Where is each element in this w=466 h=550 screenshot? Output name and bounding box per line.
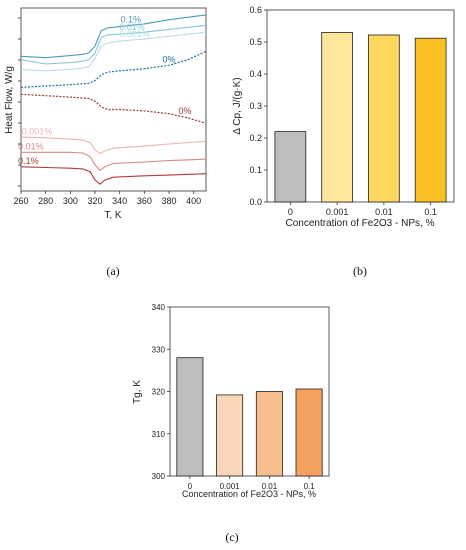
series-label: 0% xyxy=(162,54,175,64)
y-tick-label: 0.4 xyxy=(249,69,262,79)
x-tick-label: 300 xyxy=(63,196,78,206)
y-axis-label: Δ Cp, J/(g·K) xyxy=(232,77,243,134)
series-line xyxy=(20,24,207,65)
x-tick-label: 320 xyxy=(87,196,102,206)
bar xyxy=(321,32,354,203)
x-tick-label: 0 xyxy=(288,207,293,217)
panel-b-delta-cp-chart: 0.0 0.1 0.2 0.3 0.4 0.5 0.6 0 0.001 0.01 0.1 Conc… xyxy=(232,5,455,278)
x-tick-label: 280 xyxy=(38,196,53,206)
series-line xyxy=(20,14,207,59)
bars xyxy=(176,357,323,477)
bar xyxy=(295,388,323,477)
y-tick-label: 300 xyxy=(152,472,166,481)
x-tick-label: 360 xyxy=(137,196,152,206)
panel-label: (c) xyxy=(225,530,238,544)
x-tick-label: 0.001 xyxy=(220,482,241,491)
x-tick-label: 0.01 xyxy=(375,207,393,217)
plot-frame xyxy=(20,7,207,192)
x-tick-labels: 260 280 300 320 340 360 380 400 xyxy=(13,191,201,206)
x-tick-labels: 0 0.001 0.01 0.1 xyxy=(188,476,316,491)
panel-label: (b) xyxy=(353,264,367,278)
x-axis-label: Concentration of Fe2O3 - NPs, % xyxy=(286,218,435,229)
x-tick-label: 0.1 xyxy=(304,482,316,491)
y-tick-label: 310 xyxy=(152,430,166,439)
bar xyxy=(367,34,400,203)
bar xyxy=(216,394,244,477)
y-tick-label: 0.3 xyxy=(249,101,262,111)
x-tick-labels: 0 0.001 0.01 0.1 xyxy=(288,202,437,217)
bar xyxy=(176,357,204,477)
series-label: 0.001% xyxy=(119,29,150,39)
bars xyxy=(274,32,447,203)
panel-c-tg-chart: 300 310 320 330 340 0 0.001 0.01 0.1 Concentrat… xyxy=(132,303,330,544)
series-line xyxy=(20,31,207,72)
y-tick-marks xyxy=(18,17,21,187)
x-tick-label: 380 xyxy=(161,196,176,206)
y-tick-label: 0.1 xyxy=(249,165,262,175)
y-tick-label: 340 xyxy=(152,303,166,312)
y-tick-labels: 0.0 0.1 0.2 0.3 0.4 0.5 0.6 xyxy=(249,5,267,207)
series-line xyxy=(20,50,207,88)
x-tick-label: 0.001 xyxy=(326,207,349,217)
series-line xyxy=(20,136,207,155)
y-tick-label: 0.5 xyxy=(249,37,262,47)
x-tick-label: 0.1 xyxy=(424,207,437,217)
y-tick-label: 0.6 xyxy=(249,5,262,15)
x-tick-label: 0 xyxy=(188,482,193,491)
bar xyxy=(414,37,447,203)
y-tick-label: 320 xyxy=(152,388,166,397)
bar xyxy=(274,131,307,203)
series-label: 0% xyxy=(178,106,191,116)
series-label: 0.01% xyxy=(18,141,44,151)
series-line xyxy=(20,93,207,124)
x-axis-label: T, K xyxy=(104,210,122,221)
y-axis-label: Tg, K xyxy=(132,380,143,404)
x-tick-label: 260 xyxy=(13,196,28,206)
y-tick-label: 0.0 xyxy=(249,197,262,207)
series-label: 0.1% xyxy=(121,14,142,24)
series-label: 0.01% xyxy=(119,22,145,32)
y-tick-label: 330 xyxy=(152,345,166,354)
series-lines: 0.1%0.01%0.001%0%0%0.001%0.01%0.1% xyxy=(18,14,207,185)
x-tick-label: 400 xyxy=(186,196,201,206)
y-tick-label: 0.2 xyxy=(249,133,262,143)
series-label: 0.1% xyxy=(18,156,39,166)
x-tick-label: 0.01 xyxy=(262,482,278,491)
panel-label: (a) xyxy=(106,264,119,278)
series-line xyxy=(21,151,207,172)
series-label: 0.001% xyxy=(22,127,53,137)
panel-a-heat-flow-chart: 0.1%0.01%0.001%0%0%0.001%0.01%0.1% 260 28… xyxy=(4,7,207,278)
x-axis-label: Concentration of Fe2O3 - NPs, % xyxy=(182,489,316,499)
series-line xyxy=(20,166,207,185)
y-axis-label: Heat Flow, W/g xyxy=(4,66,15,134)
bar xyxy=(255,391,283,477)
x-tick-label: 340 xyxy=(112,196,127,206)
y-tick-labels: 300 310 320 330 340 xyxy=(152,303,170,481)
